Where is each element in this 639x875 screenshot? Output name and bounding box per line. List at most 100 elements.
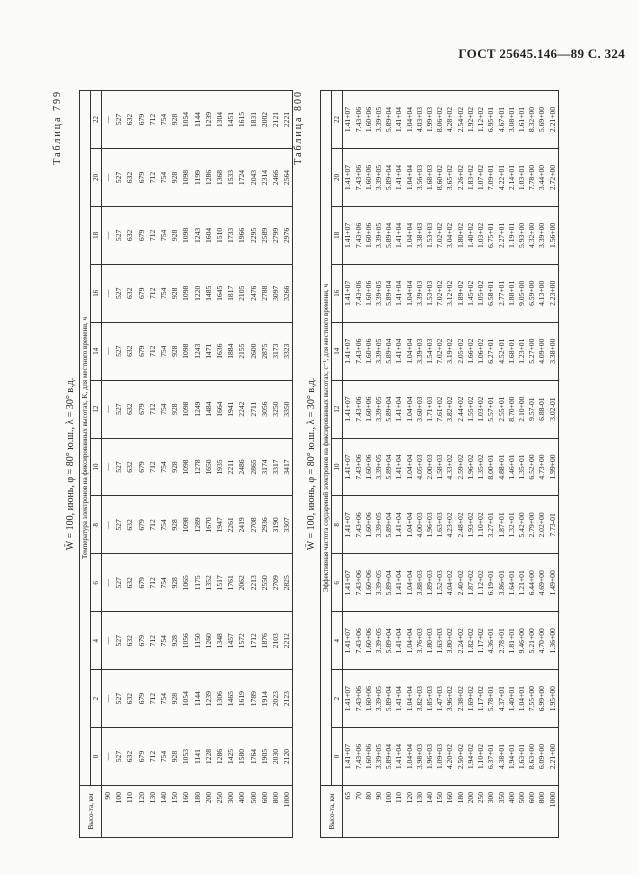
value-cell: 4.04+02 [445, 553, 456, 612]
value-cell: 1.95+00 [547, 669, 559, 728]
value-cell: 712 [146, 727, 159, 786]
rotated-content: Таблица 799 W̄ = 100, июнь, φ = 80° ю.ш.,… [52, 90, 600, 838]
value-cell: 3417 [281, 438, 293, 496]
value-cell: 1.35+01 [516, 438, 528, 496]
table-row: 1000 2120 2123 2212 2825 3307 3417 3350 3323 3266… [281, 90, 293, 838]
value-cell: 3.19+02 [445, 322, 456, 381]
value-cell: 2600 [247, 322, 259, 381]
value-cell: 1.66+02 [465, 322, 477, 381]
value-cell: — [101, 611, 114, 670]
value-cell: 2123 [281, 669, 293, 728]
table-title: W̄ = 100, июнь, φ = 80° ю.ш., λ = 30° в.… [306, 377, 318, 551]
value-cell: 1884 [225, 322, 237, 381]
value-cell: 1.60+06 [363, 90, 375, 149]
value-cell: 1.32+01 [506, 495, 517, 554]
value-cell: — [101, 553, 114, 612]
value-cell: 1.04+01 [516, 669, 528, 728]
value-cell: 3.02-01 [547, 380, 559, 439]
value-cell: 2.79+00 [527, 495, 538, 554]
value-cell: 8.60+02 [435, 148, 446, 207]
height-header: Высо-та, км [79, 785, 102, 838]
height-cell: 120 [404, 785, 415, 838]
value-cell: 4.67+01 [496, 90, 507, 149]
value-cell: 1.05+02 [476, 264, 487, 323]
value-cell: 3.39+05 [374, 264, 385, 323]
height-cell: 160 [180, 785, 192, 838]
value-cell: 4.38+01 [496, 727, 507, 786]
value-cell: 1.68+03 [425, 148, 436, 207]
time-header: 6 [331, 553, 343, 612]
value-cell: 1.61+01 [516, 90, 528, 149]
value-cell: 4.03+03 [414, 90, 426, 149]
value-cell: 527 [113, 264, 125, 323]
value-cell: 7.43+06 [353, 495, 364, 554]
value-cell: 1.04+04 [404, 495, 415, 554]
value-cell: 3323 [281, 322, 293, 381]
header-row: 0 2 4 6 8 10 12 14 16 18 20 22 [331, 90, 343, 838]
value-cell: 1.71+03 [425, 380, 436, 439]
table-row: 100 527 527 527 527 527 527 527 527 527 527 527 527 [113, 90, 125, 838]
value-cell: 6.52+00 [527, 438, 538, 496]
value-cell: 7.43+06 [353, 380, 364, 439]
height-cell: 180 [455, 785, 466, 838]
value-cell: 3.60+03 [414, 380, 426, 439]
value-cell: 1286 [214, 727, 226, 786]
value-cell: 1471 [202, 322, 215, 381]
value-cell: 1.60+06 [363, 380, 375, 439]
value-cell: 1465 [225, 669, 237, 728]
value-cell: 632 [124, 90, 136, 149]
header-row: 0 2 4 6 8 10 12 14 16 18 20 22 [90, 90, 102, 838]
value-cell: 1.10+02 [476, 495, 487, 554]
table-row: 200 1228 1239 1260 1352 1670 1650 1484 1471 1485 1… [202, 90, 215, 838]
height-cell: 140 [425, 785, 436, 838]
value-cell: 1.54+03 [425, 322, 436, 381]
value-cell: 1278 [191, 438, 203, 496]
value-cell: 1645 [214, 264, 226, 323]
value-cell: 1.60+06 [363, 438, 375, 496]
value-cell: 1260 [202, 611, 215, 670]
table-row: 800 6.09+00 6.99+00 4.70+00 4.69+00 2.02+00 4.… [537, 90, 548, 838]
value-cell: 1.96+03 [425, 727, 436, 786]
height-header: Высо-та, км [320, 785, 343, 838]
value-cell: 4.28+02 [445, 90, 456, 149]
value-cell: 1604 [202, 206, 215, 265]
value-cell: 1.04+04 [404, 611, 415, 670]
value-cell: 3.39+03 [414, 322, 426, 381]
value-cell: 712 [146, 90, 159, 149]
value-cell: 527 [113, 148, 125, 207]
value-cell: 3.39+05 [374, 669, 385, 728]
value-cell: 3307 [281, 495, 293, 554]
table-row: 200 1.94+02 1.69+02 1.82+02 1.87+02 1.93+02 1.… [465, 90, 477, 838]
value-cell: 712 [146, 553, 159, 612]
value-cell: 1.89+02 [455, 264, 466, 323]
table-row: 150 1.09+03 1.47+03 1.63+03 1.52+03 1.63+03 1.… [435, 90, 446, 838]
value-cell: 2.77+01 [496, 264, 507, 323]
value-cell: — [101, 206, 114, 265]
value-cell: 2155 [236, 322, 248, 381]
height-cell: 300 [225, 785, 237, 838]
value-cell: 4.70+00 [537, 611, 548, 670]
value-cell: 1517 [214, 553, 226, 612]
value-cell: 1.40+01 [506, 669, 517, 728]
time-header: 8 [331, 495, 343, 554]
value-cell: 3174 [258, 438, 271, 496]
value-cell: 5.89+04 [384, 206, 395, 265]
value-cell: 1348 [214, 611, 226, 670]
value-cell: 2865 [247, 438, 259, 496]
time-header: 12 [90, 380, 102, 439]
value-cell: — [101, 438, 114, 496]
value-cell: 754 [158, 206, 170, 265]
value-cell: 712 [146, 380, 159, 439]
value-cell: 5.89+04 [384, 380, 395, 439]
value-cell: 3.39+05 [374, 495, 385, 554]
value-cell: 1.82+02 [465, 611, 477, 670]
value-cell: 2103 [270, 611, 282, 670]
value-cell: 6.44+00 [527, 553, 538, 612]
value-cell: 712 [146, 669, 159, 728]
value-cell: 1.56+00 [547, 206, 559, 265]
value-cell: 1.60+06 [363, 148, 375, 207]
value-cell: 679 [135, 727, 147, 786]
value-cell: 679 [135, 90, 147, 149]
value-cell: 679 [135, 495, 147, 554]
value-cell: 1.64+01 [506, 553, 517, 612]
